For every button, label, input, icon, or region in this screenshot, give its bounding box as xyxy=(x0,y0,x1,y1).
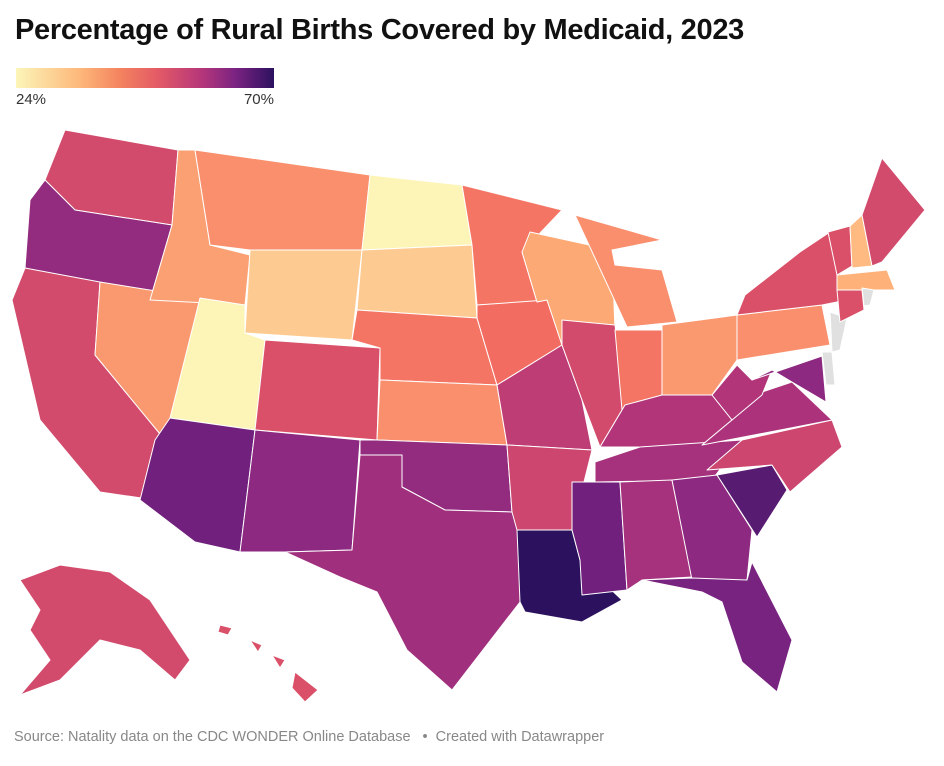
state-ga[interactable] xyxy=(671,474,753,581)
state-ks[interactable] xyxy=(376,379,508,446)
state-mt[interactable] xyxy=(194,149,371,251)
legend-min-label: 24% xyxy=(16,91,47,108)
state-nm[interactable] xyxy=(239,429,361,553)
color-legend: 24% 70% xyxy=(16,68,274,108)
source-note: Source: Natality data on the CDC WONDER … xyxy=(14,729,411,745)
state-fl[interactable] xyxy=(641,561,793,693)
footer-separator: • xyxy=(422,729,428,745)
state-sc[interactable] xyxy=(716,464,788,538)
state-wy[interactable] xyxy=(244,249,363,341)
state-ak[interactable] xyxy=(19,564,191,696)
legend-gradient-bar xyxy=(16,68,274,88)
state-ct[interactable] xyxy=(836,289,865,323)
state-ri[interactable] xyxy=(861,287,875,307)
state-va[interactable] xyxy=(701,381,833,446)
state-sd[interactable] xyxy=(356,244,478,319)
credit-note: Created with Datawrapper xyxy=(435,729,605,745)
state-nc[interactable] xyxy=(706,419,843,493)
state-de[interactable] xyxy=(821,351,836,386)
chart-title: Percentage of Rural Births Covered by Me… xyxy=(15,14,744,46)
state-mi[interactable] xyxy=(574,214,678,328)
state-me[interactable] xyxy=(861,157,926,267)
state-az[interactable] xyxy=(139,417,256,553)
state-tx[interactable] xyxy=(284,454,521,691)
footer: Source: Natality data on the CDC WONDER … xyxy=(14,729,604,745)
legend-max-label: 70% xyxy=(243,91,274,108)
state-ma[interactable] xyxy=(836,269,896,291)
state-md[interactable] xyxy=(751,355,827,403)
state-hi[interactable] xyxy=(217,624,319,703)
state-mo[interactable] xyxy=(496,344,593,451)
state-co[interactable] xyxy=(254,339,381,441)
state-nd[interactable] xyxy=(361,174,473,251)
